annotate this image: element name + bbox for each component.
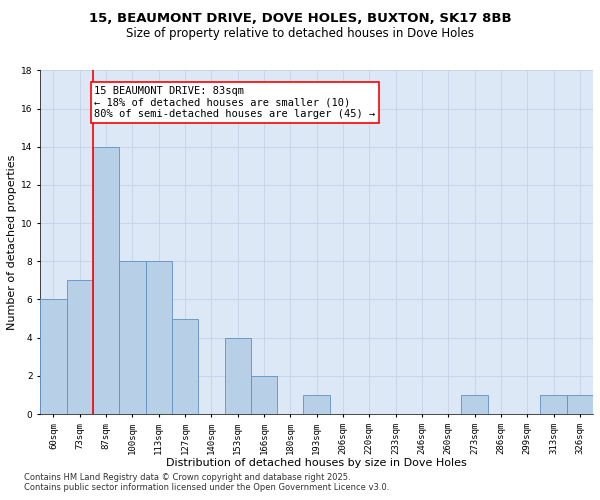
Bar [567, 395, 593, 414]
Bar [172, 318, 198, 414]
Text: 15, BEAUMONT DRIVE, DOVE HOLES, BUXTON, SK17 8BB: 15, BEAUMONT DRIVE, DOVE HOLES, BUXTON, … [89, 12, 511, 26]
X-axis label: Distribution of detached houses by size in Dove Holes: Distribution of detached houses by size … [166, 458, 467, 468]
Text: Contains HM Land Registry data © Crown copyright and database right 2025.
Contai: Contains HM Land Registry data © Crown c… [24, 473, 389, 492]
Bar [146, 262, 172, 414]
Bar [93, 147, 119, 414]
Bar [40, 300, 67, 414]
Bar [119, 262, 146, 414]
Bar [461, 395, 488, 414]
Text: Size of property relative to detached houses in Dove Holes: Size of property relative to detached ho… [126, 28, 474, 40]
Bar [541, 395, 567, 414]
Bar [304, 395, 330, 414]
Bar [224, 338, 251, 414]
Bar [251, 376, 277, 414]
Bar [67, 280, 93, 414]
Y-axis label: Number of detached properties: Number of detached properties [7, 154, 17, 330]
Text: 15 BEAUMONT DRIVE: 83sqm
← 18% of detached houses are smaller (10)
80% of semi-d: 15 BEAUMONT DRIVE: 83sqm ← 18% of detach… [94, 86, 376, 119]
